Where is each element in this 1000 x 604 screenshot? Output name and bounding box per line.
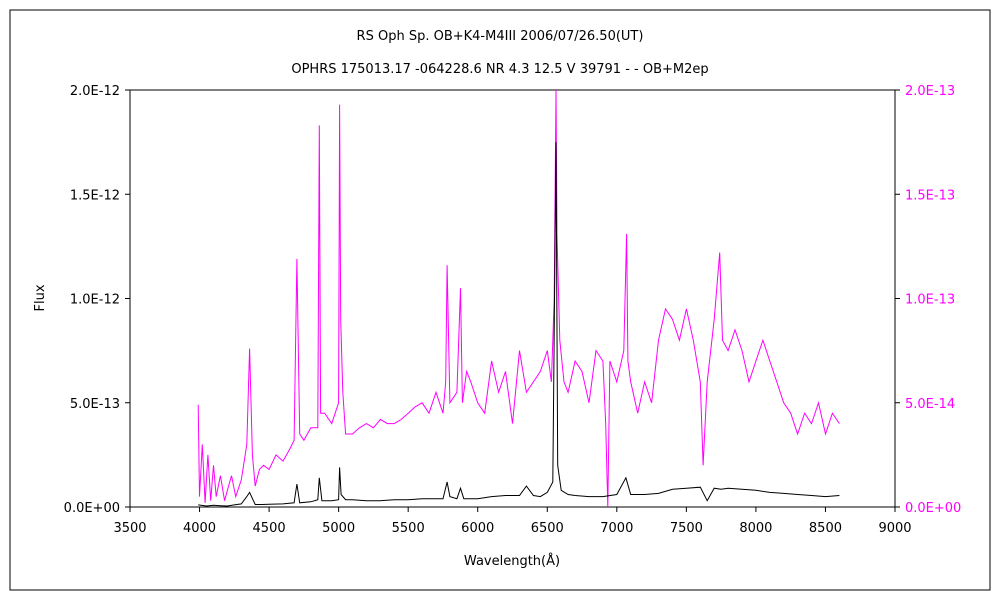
x-tick-label: 7500 xyxy=(670,521,703,536)
series-line-black xyxy=(198,142,840,507)
x-tick-label: 4500 xyxy=(253,521,286,536)
y2-tick-label: 0.0E+00 xyxy=(905,501,961,516)
y2-tick-label: 5.0E-14 xyxy=(905,397,955,412)
y-tick-label: 1.5E-12 xyxy=(70,188,120,203)
x-tick-label: 4000 xyxy=(183,521,216,536)
x-tick-label: 9000 xyxy=(878,521,911,536)
x-tick-label: 6500 xyxy=(531,521,564,536)
y2-axis-ticks: 0.0E+00 5.0E-14 1.0E-13 1.5E-13 2.0E-13 xyxy=(895,84,961,516)
series-layer xyxy=(197,89,840,508)
x-axis-label: Wavelength(Å) xyxy=(464,553,560,569)
chart-title: RS Oph Sp. OB+K4-M4III 2006/07/26.50(UT) xyxy=(357,29,644,44)
y2-tick-label: 2.0E-13 xyxy=(905,84,955,99)
x-tick-label: 3500 xyxy=(113,521,146,536)
x-tick-label: 8000 xyxy=(739,521,772,536)
y-tick-label: 0.0E+00 xyxy=(64,501,120,516)
x-tick-label: 7000 xyxy=(600,521,633,536)
chart-subtitle: OPHRS 175013.17 -064228.6 NR 4.3 12.5 V … xyxy=(291,62,708,77)
series-line-magenta xyxy=(197,89,840,508)
y-axis-ticks: 0.0E+00 5.0E-13 1.0E-12 1.5E-12 2.0E-12 xyxy=(64,84,130,516)
y2-tick-label: 1.5E-13 xyxy=(905,188,955,203)
x-tick-label: 8500 xyxy=(809,521,842,536)
x-tick-label: 5000 xyxy=(322,521,355,536)
x-tick-label: 5500 xyxy=(392,521,425,536)
y-tick-label: 5.0E-13 xyxy=(70,397,120,412)
y2-tick-label: 1.0E-13 xyxy=(905,293,955,308)
x-axis-ticks: 3500 4000 4500 5000 5500 6000 6500 7000 7500 8000… xyxy=(113,507,912,536)
x-tick-label: 6000 xyxy=(461,521,494,536)
outer-border xyxy=(9,9,991,591)
y-axis-label: Flux xyxy=(33,284,48,311)
y-tick-label: 2.0E-12 xyxy=(70,84,120,99)
y-tick-label: 1.0E-12 xyxy=(70,293,120,308)
